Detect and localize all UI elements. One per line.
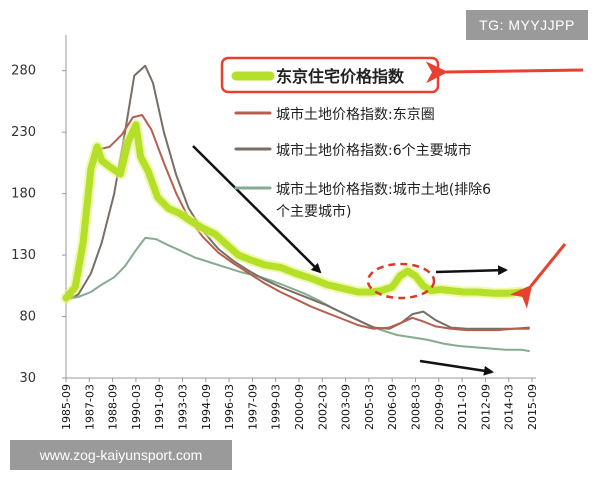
legend-highlight-box	[220, 56, 440, 94]
y-axis-ticks: 30 80 130 180 230 280	[11, 64, 66, 386]
axes	[65, 35, 536, 379]
series-line-2	[65, 64, 530, 330]
x-tick-label: 1985-09	[60, 384, 73, 430]
series-line-1	[65, 114, 530, 332]
red-arrow-legend	[425, 61, 584, 84]
x-tick-label: 2011-03	[456, 384, 469, 430]
x-tick-label: 1999-03	[270, 384, 283, 430]
legend-label-2: 城市土地价格指数:6个主要城市	[276, 142, 472, 159]
x-tick-label: 1996-03	[223, 384, 236, 430]
legend-label-3-line2: 个主要城市)	[276, 203, 351, 220]
x-tick-label: 1988-09	[107, 384, 120, 430]
x-tick-label: 1993-03	[177, 384, 190, 430]
x-tick-label: 2002-03	[316, 384, 329, 430]
legend-label-0: 东京住宅价格指数	[276, 67, 405, 86]
y-tick-label: 280	[11, 64, 36, 79]
x-tick-label: 1990-03	[130, 384, 143, 430]
red-arrow-series-end	[509, 243, 567, 309]
x-tick-label: 1987-03	[83, 384, 96, 430]
x-tick-label: 2003-09	[340, 384, 353, 430]
x-tick-label: 2014-03	[503, 384, 516, 430]
y-tick-label: 130	[11, 248, 36, 263]
series-line-3	[65, 236, 530, 352]
black-arrow-flat	[435, 265, 508, 276]
dashed-ellipse-bump	[366, 262, 436, 300]
y-tick-label: 230	[11, 125, 36, 140]
series-lines	[60, 64, 530, 352]
black-arrow-decline	[192, 145, 322, 274]
black-arrow-bottom	[419, 359, 494, 376]
x-tick-label: 2009-09	[433, 384, 446, 430]
x-axis-ticks: 1985-09 1987-03 1988-09 1990-03 1991-09 1993-…	[60, 378, 539, 430]
x-tick-label: 2000-09	[293, 384, 306, 430]
legend-label-3: 城市土地价格指数:城市土地(排除6 个主要城市)	[276, 181, 491, 220]
x-tick-label: 1997-09	[246, 384, 259, 430]
y-tick-label: 30	[19, 371, 36, 386]
annotations	[192, 61, 584, 376]
x-tick-label: 2012-09	[479, 384, 492, 430]
x-tick-label: 1994-09	[200, 384, 213, 430]
website-watermark: www.zog-kaiyunsport.com	[10, 440, 232, 470]
y-tick-label: 180	[11, 187, 36, 202]
telegram-watermark: TG: MYYJJPP	[466, 10, 588, 40]
x-tick-label: 2006-09	[386, 384, 399, 430]
y-tick-label: 80	[19, 310, 36, 325]
legend: 东京住宅价格指数 城市土地价格指数:东京圈 城市土地价格指数:6个主要城市 城市…	[220, 56, 491, 220]
x-tick-label: 1991-09	[153, 384, 166, 430]
x-tick-label: 2005-03	[363, 384, 376, 430]
legend-label-3-line1: 城市土地价格指数:城市土地(排除6	[276, 181, 491, 198]
series-line-0	[62, 121, 525, 302]
x-tick-label: 2015-09	[526, 384, 539, 430]
x-tick-label: 2008-03	[410, 384, 423, 430]
legend-label-1: 城市土地价格指数:东京圈	[276, 106, 435, 123]
